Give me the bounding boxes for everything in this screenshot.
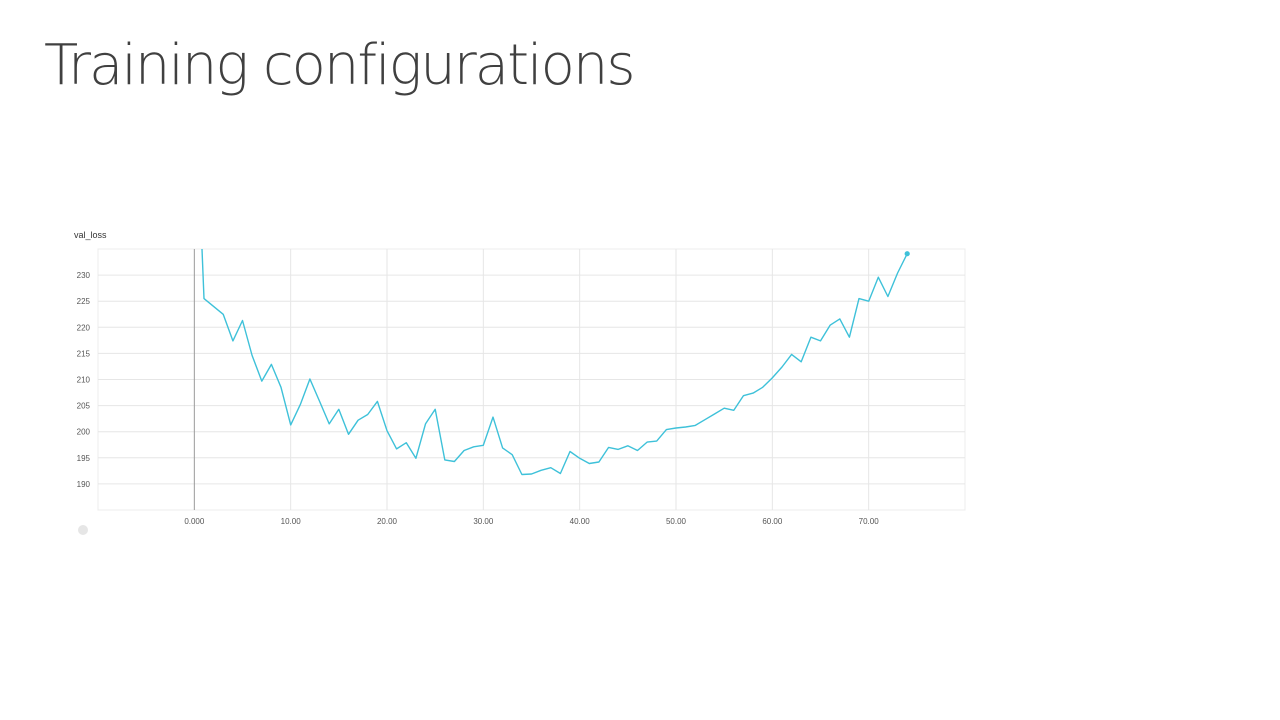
y-tick-label: 215 — [77, 349, 91, 358]
x-tick-label: 10.00 — [281, 517, 302, 526]
val-loss-chart: val_loss 190 195 200 205 210 215 220 225 230 0.00… — [70, 225, 980, 535]
x-tick-label: 50.00 — [666, 517, 687, 526]
x-tick-label: 30.00 — [473, 517, 494, 526]
y-tick-label: 225 — [77, 297, 91, 306]
grid-lines — [97, 248, 966, 511]
x-tick-label: 20.00 — [377, 517, 398, 526]
y-tick-label: 210 — [77, 376, 91, 385]
tick-labels: 190 195 200 205 210 215 220 225 230 0.000 10.00 20.… — [77, 271, 880, 526]
y-tick-label: 195 — [77, 454, 91, 463]
slide-title: Training configurations — [44, 33, 636, 98]
chart-title: val_loss — [74, 230, 107, 240]
series-layer — [201, 248, 910, 476]
x-tick-label: 0.000 — [184, 517, 205, 526]
y-tick-label: 220 — [77, 323, 91, 332]
x-tick-label: 70.00 — [859, 517, 880, 526]
x-tick-label: 60.00 — [762, 517, 783, 526]
val-loss-line — [201, 248, 908, 476]
chart-control-dot[interactable] — [78, 525, 88, 535]
y-tick-label: 205 — [77, 402, 91, 411]
x-tick-label: 40.00 — [570, 517, 591, 526]
last-point-marker — [904, 251, 910, 257]
chart-svg: val_loss 190 195 200 205 210 215 220 225 230 0.00… — [74, 230, 966, 535]
y-tick-label: 230 — [77, 271, 91, 280]
y-tick-label: 200 — [77, 428, 91, 437]
y-tick-label: 190 — [77, 480, 91, 489]
